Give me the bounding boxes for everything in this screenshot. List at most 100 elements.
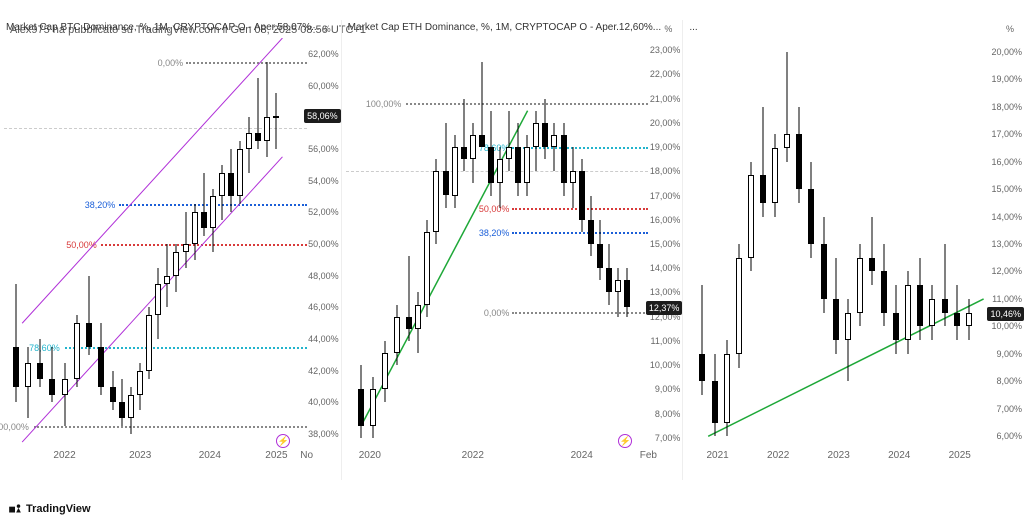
horizontal-line (4, 128, 307, 129)
candle (37, 339, 43, 387)
y-tick: 6,00% (996, 431, 1022, 441)
y-tick: 19,00% (991, 74, 1022, 84)
candle (917, 258, 923, 340)
y-tick: 19,00% (650, 142, 681, 152)
x-tick: 2022 (462, 450, 484, 461)
candle (137, 363, 143, 411)
y-tick: 11,00% (992, 294, 1022, 304)
candle (62, 363, 68, 426)
replay-icon[interactable]: ⚡ (276, 434, 290, 448)
candle (415, 292, 421, 353)
y-tick: 8,00% (655, 409, 681, 419)
x-tick: 2024 (888, 450, 910, 461)
candle (358, 365, 364, 438)
candle (808, 162, 814, 258)
candle (551, 123, 557, 171)
plot-area[interactable]: 100,00%78,60%50,00%38,20%0,00%⚡ (346, 38, 649, 450)
candle (833, 258, 839, 354)
candle (246, 117, 252, 172)
fib-level: 0,00% (186, 62, 307, 64)
candle (515, 123, 521, 196)
candle (942, 244, 948, 326)
candle (255, 78, 261, 149)
fib-level: 38,20% (512, 232, 648, 234)
plot-area[interactable]: 0,00%38,20%50,00%78,60%100,00%⚡ (4, 38, 307, 450)
candle (98, 323, 104, 394)
candle (615, 268, 621, 316)
y-tick: 11,00% (650, 336, 680, 346)
candle (424, 220, 430, 317)
y-tick: 38,00% (308, 429, 339, 439)
y-tick: 20,00% (991, 47, 1022, 57)
candle (228, 149, 234, 212)
candle (192, 204, 198, 259)
y-axis: %38,00%40,00%42,00%44,00%46,00%48,00%50,… (307, 38, 341, 450)
chart-title: Market Cap BTC Dominance, %, 1M, CRYPTOC… (6, 22, 319, 33)
y-tick: 14,00% (650, 263, 681, 273)
candle (893, 285, 899, 354)
x-axis: 202020222024Feb (346, 450, 649, 468)
candle (479, 62, 485, 147)
y-tick: 15,00% (650, 239, 681, 249)
candle (597, 220, 603, 281)
candle (219, 165, 225, 220)
y-axis: %7,00%8,00%9,00%10,00%11,00%12,00%13,00%… (648, 38, 682, 450)
price-label: 58,06% (304, 109, 341, 123)
chart-panel[interactable]: Market Cap BTC Dominance, %, 1M, CRYPTOC… (0, 20, 342, 480)
y-tick: 18,00% (991, 102, 1022, 112)
candle (264, 62, 270, 157)
candle (624, 268, 630, 316)
candle (370, 377, 376, 438)
candle (533, 111, 539, 172)
x-tick: 2022 (53, 450, 75, 461)
chart-panel[interactable]: ...%6,00%7,00%8,00%9,00%10,00%11,00%12,0… (683, 20, 1024, 480)
y-tick: 10,00% (991, 321, 1022, 331)
candle (881, 244, 887, 326)
x-tick: 2024 (199, 450, 221, 461)
plot-area[interactable] (687, 38, 990, 450)
chart-panel[interactable]: Market Cap ETH Dominance, %, 1M, CRYPTOC… (342, 20, 684, 480)
candle (406, 256, 412, 341)
candle (110, 371, 116, 411)
candle (699, 285, 705, 395)
candle (452, 135, 458, 208)
candle (433, 159, 439, 244)
tradingview-logo-icon (8, 502, 22, 516)
y-tick: 17,00% (650, 191, 681, 201)
y-tick: 15,00% (991, 184, 1022, 194)
x-tick: 2021 (706, 450, 728, 461)
candle (470, 123, 476, 184)
candle (784, 52, 790, 162)
x-tick: 2025 (949, 450, 971, 461)
y-tick: 16,00% (650, 215, 681, 225)
x-tick: 2023 (828, 450, 850, 461)
candle (488, 111, 494, 196)
y-tick: 23,00% (650, 45, 681, 55)
x-tick: Feb (640, 450, 657, 461)
x-tick: 2024 (571, 450, 593, 461)
y-tick: 17,00% (991, 129, 1022, 139)
x-tick: No (300, 450, 313, 461)
candle (155, 268, 161, 339)
replay-icon[interactable]: ⚡ (618, 434, 632, 448)
candle (173, 244, 179, 292)
y-tick: 52,00% (308, 207, 339, 217)
candle (237, 141, 243, 204)
candle (443, 123, 449, 208)
candle (524, 135, 530, 196)
candle (49, 347, 55, 402)
y-tick: 14,00% (991, 212, 1022, 222)
candle (579, 159, 585, 232)
candle (382, 341, 388, 402)
candle (748, 162, 754, 272)
y-axis: %6,00%7,00%8,00%9,00%10,00%11,00%12,00%1… (990, 38, 1024, 450)
candle (128, 387, 134, 435)
y-tick: 22,00% (650, 69, 681, 79)
y-tick: 20,00% (650, 118, 681, 128)
chart-title: ... (689, 22, 697, 33)
y-tick: 44,00% (308, 334, 339, 344)
candle (736, 244, 742, 368)
x-tick: 2025 (265, 450, 287, 461)
candle (74, 315, 80, 386)
y-tick: 54,00% (308, 176, 339, 186)
